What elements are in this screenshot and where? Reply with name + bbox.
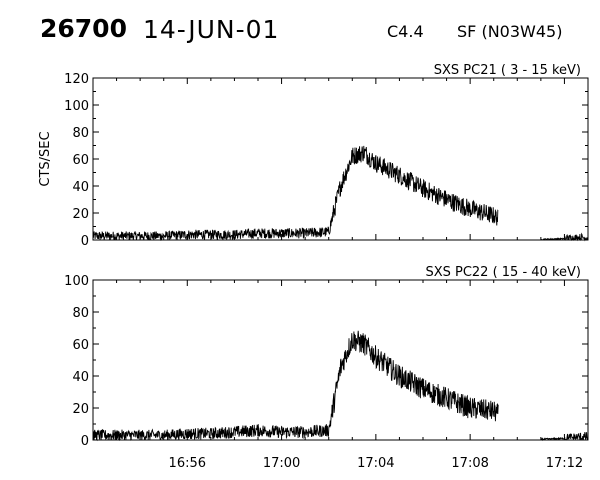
observation-date: 14-JUN-01 <box>143 15 280 44</box>
panel-title-1: SXS PC21 ( 3 - 15 keV) <box>434 63 581 78</box>
plot-frame-1 <box>92 77 589 241</box>
series-line-panel2-seg2 <box>540 431 589 442</box>
x-tick-label: 17:08 <box>451 456 488 471</box>
x-tick-label: 16:56 <box>169 456 206 471</box>
y-tick-label: 0 <box>81 434 89 449</box>
y-tick-label: 20 <box>72 402 89 417</box>
goes-class: C4.4 <box>387 22 424 41</box>
series-line-panel1-seg1 <box>92 145 499 242</box>
y-tick-label: 0 <box>81 234 89 249</box>
y-tick-label: 20 <box>72 207 89 222</box>
y-tick-label: 60 <box>72 338 89 353</box>
x-tick-label: 17:12 <box>546 456 583 471</box>
event-number: 26700 <box>40 14 127 43</box>
y-tick-label: 80 <box>72 306 89 321</box>
y-tick-label: 40 <box>72 370 89 385</box>
series-line-panel1-seg2 <box>540 232 589 242</box>
flare-location: SF (N03W45) <box>457 22 563 41</box>
y-tick-label: 80 <box>72 126 89 141</box>
y-tick-label: 60 <box>72 153 89 168</box>
y-axis-label: CTS/SEC <box>38 131 53 186</box>
x-tick-label: 17:00 <box>263 456 300 471</box>
series-line-panel2-seg1 <box>92 330 499 442</box>
y-tick-label: 120 <box>64 72 89 87</box>
y-tick-label: 100 <box>64 99 89 114</box>
y-tick-label: 100 <box>64 274 89 289</box>
y-tick-label: 40 <box>72 180 89 195</box>
x-tick-label: 17:04 <box>357 456 394 471</box>
panel-title-2: SXS PC22 ( 15 - 40 keV) <box>425 265 581 280</box>
